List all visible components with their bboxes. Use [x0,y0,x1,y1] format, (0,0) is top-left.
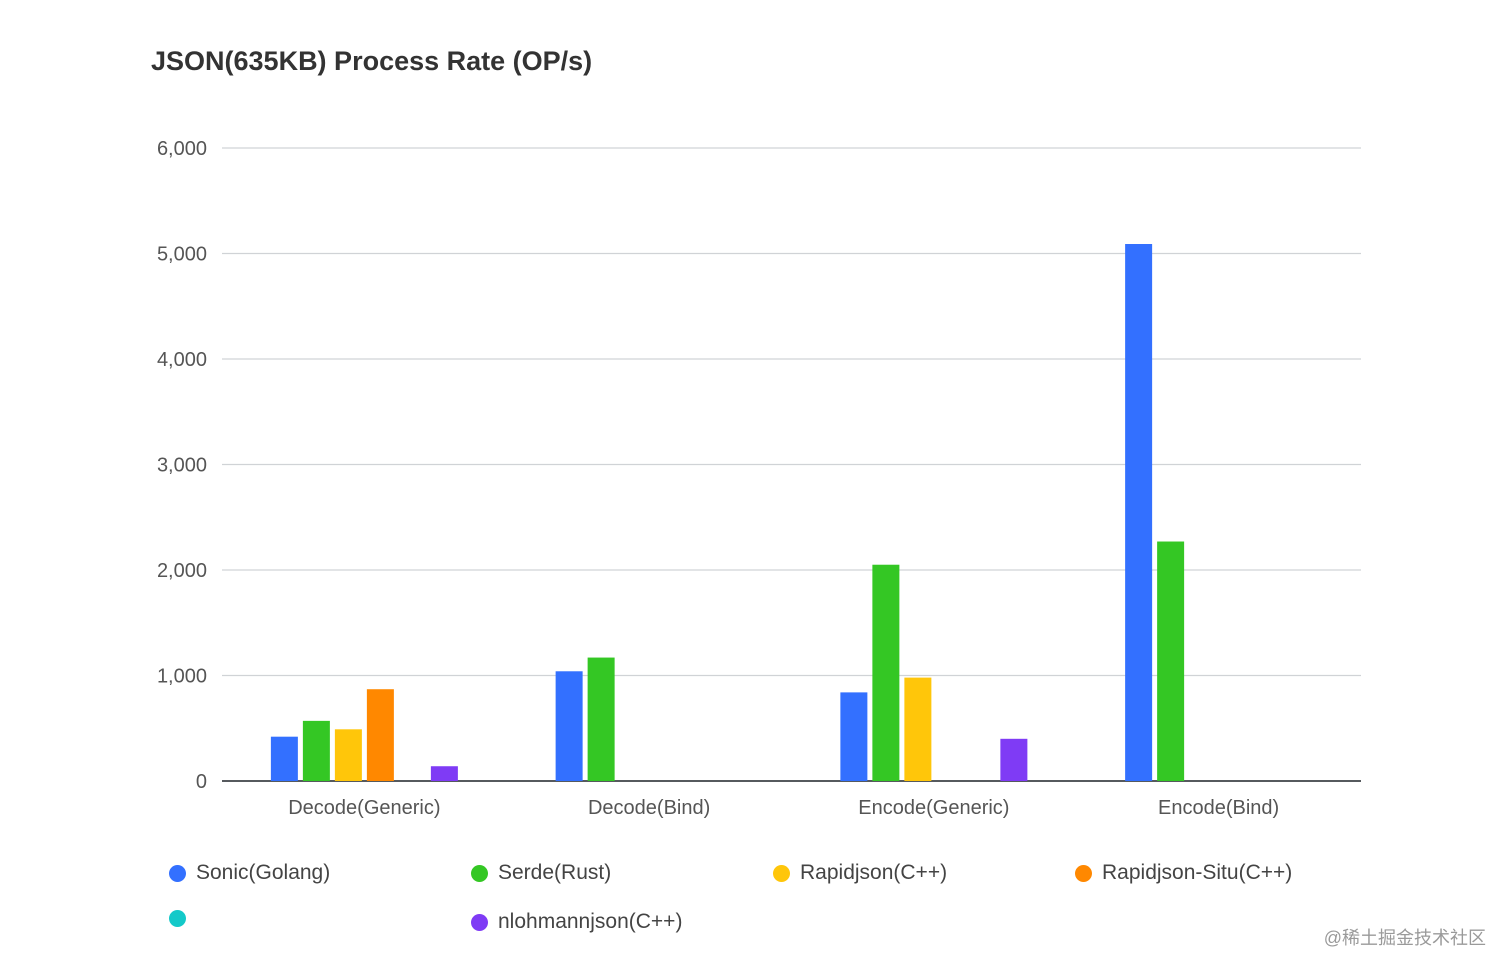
bar [302,720,330,781]
bar [1125,244,1153,781]
y-tick-label: 5,000 [157,244,207,266]
bar [334,729,362,781]
bar [872,564,900,781]
bar [587,657,615,781]
x-tick-label: Decode(Generic) [288,797,440,819]
y-tick-label: 4,000 [157,349,207,371]
x-tick-label: Encode(Bind) [1158,797,1279,819]
bar [1000,738,1028,781]
bar [430,766,458,781]
bar [270,736,298,781]
y-tick-label: 1,000 [157,666,207,688]
bar [840,692,868,781]
chart-title: JSON(635KB) Process Rate (OP/s) [151,46,593,76]
bar [904,677,932,781]
bar [366,689,394,781]
x-tick-label: Encode(Generic) [858,797,1009,819]
y-tick-label: 3,000 [157,455,207,477]
bar [1157,541,1185,781]
y-tick-label: 6,000 [157,138,207,160]
y-tick-label: 0 [196,771,207,793]
watermark: @稀土掘金技术社区 [1323,928,1486,948]
x-tick-label: Decode(Bind) [588,797,710,819]
y-tick-label: 2,000 [157,560,207,582]
bar [555,671,583,781]
